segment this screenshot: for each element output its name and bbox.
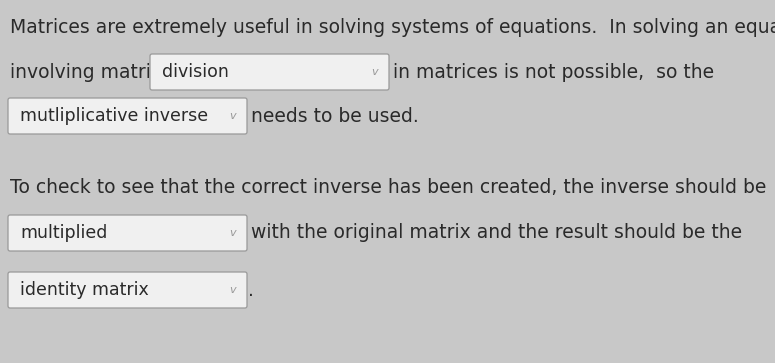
- Text: division: division: [162, 63, 229, 81]
- Text: v: v: [229, 111, 236, 121]
- Text: needs to be used.: needs to be used.: [251, 106, 418, 126]
- Text: v: v: [372, 67, 378, 77]
- FancyBboxPatch shape: [8, 215, 247, 251]
- FancyBboxPatch shape: [8, 272, 247, 308]
- Text: v: v: [229, 228, 236, 238]
- Text: involving matrices,: involving matrices,: [10, 62, 188, 82]
- Text: v: v: [229, 285, 236, 295]
- Text: with the original matrix and the result should be the: with the original matrix and the result …: [251, 224, 742, 242]
- Text: in matrices is not possible,  so the: in matrices is not possible, so the: [393, 62, 714, 82]
- FancyBboxPatch shape: [150, 54, 389, 90]
- FancyBboxPatch shape: [8, 98, 247, 134]
- Text: Matrices are extremely useful in solving systems of equations.  In solving an eq: Matrices are extremely useful in solving…: [10, 18, 775, 37]
- Text: mutliplicative inverse: mutliplicative inverse: [20, 107, 208, 125]
- Text: identity matrix: identity matrix: [20, 281, 149, 299]
- Text: .: .: [248, 281, 254, 299]
- Text: multiplied: multiplied: [20, 224, 108, 242]
- Text: To check to see that the correct inverse has been created, the inverse should be: To check to see that the correct inverse…: [10, 178, 766, 197]
